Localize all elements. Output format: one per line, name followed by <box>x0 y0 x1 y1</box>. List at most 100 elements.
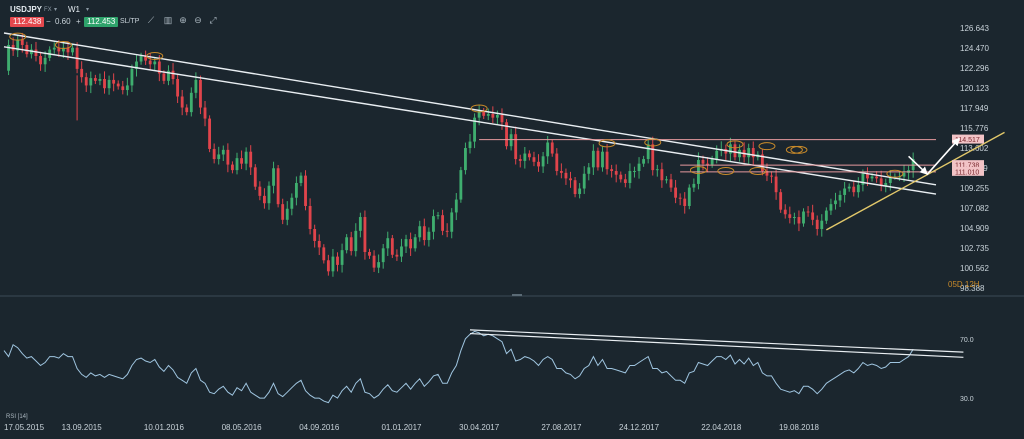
bullish-candle <box>125 85 129 91</box>
symbol-selector[interactable]: USDJPY <box>10 5 43 14</box>
bearish-candle <box>550 142 554 154</box>
bearish-candle <box>605 151 609 170</box>
bullish-candle <box>870 176 874 179</box>
bullish-candle <box>820 220 824 229</box>
bearish-candle <box>610 169 614 172</box>
bullish-candle <box>601 151 604 168</box>
bearish-candle <box>596 150 600 168</box>
bullish-candle <box>194 79 198 93</box>
bullish-candle <box>838 194 842 201</box>
bearish-candle <box>683 198 687 206</box>
bullish-candle <box>436 215 440 217</box>
bearish-candle <box>797 217 801 224</box>
bullish-candle <box>235 158 239 171</box>
sell-button[interactable]: 112.438 <box>10 17 45 27</box>
bearish-candle <box>162 73 166 81</box>
bullish-candle <box>509 134 513 147</box>
bearish-candle <box>203 107 207 119</box>
lot-decrease-button[interactable]: − <box>46 17 51 26</box>
bearish-candle <box>422 226 426 241</box>
lot-size-input[interactable]: 0.60 <box>55 17 71 26</box>
timeframe-caret-icon[interactable]: ▾ <box>86 7 90 13</box>
bearish-candle <box>733 144 737 158</box>
touch-marker <box>146 52 164 61</box>
x-tick-label: 30.04.2017 <box>459 423 500 432</box>
bullish-candle <box>902 172 906 177</box>
bearish-candle <box>445 230 449 232</box>
bearish-candle <box>185 107 189 113</box>
bearish-candle <box>852 186 856 193</box>
bullish-candle <box>290 197 294 209</box>
bullish-candle <box>450 212 454 232</box>
sltp-button[interactable]: SL/TP <box>120 18 140 25</box>
bullish-candle <box>427 231 431 241</box>
touch-marker <box>785 145 803 154</box>
touch-marker <box>598 139 616 148</box>
bullish-candle <box>464 148 467 171</box>
bullish-candle <box>802 211 805 224</box>
lot-increase-button[interactable]: + <box>76 17 81 26</box>
y-tick-label: 115.776 <box>960 124 989 133</box>
bullish-candle <box>418 226 422 238</box>
y-tick-label: 102.735 <box>960 244 989 253</box>
bullish-candle <box>911 159 915 171</box>
bullish-candle <box>267 185 271 204</box>
chart-type-icon[interactable]: ▥ <box>163 15 173 25</box>
bullish-candle <box>829 204 833 211</box>
bearish-candle <box>240 158 243 164</box>
bullish-candle <box>710 159 714 165</box>
y-tick-label: 109.255 <box>960 184 989 193</box>
fullscreen-icon[interactable]: ⤢ <box>209 15 217 25</box>
bearish-candle <box>614 171 618 175</box>
touch-marker <box>726 140 744 149</box>
y-tick-label: 120.123 <box>960 84 989 93</box>
bearish-candle <box>336 256 339 265</box>
bullish-candle <box>637 163 641 172</box>
x-tick-label: 04.09.2016 <box>299 423 340 432</box>
y-tick-label: 126.643 <box>960 24 989 33</box>
price-level-tag <box>952 134 984 144</box>
bearish-candle <box>281 204 285 220</box>
y-tick-label: 104.909 <box>960 224 989 233</box>
price-level-label: 114.517 <box>955 137 980 144</box>
zoom-in-icon[interactable]: ⊕ <box>179 15 187 25</box>
bearish-candle <box>409 239 413 249</box>
bearish-candle <box>34 49 38 57</box>
bullish-candle <box>541 156 545 167</box>
touch-marker <box>758 142 776 151</box>
bullish-candle <box>847 186 851 189</box>
bullish-candle <box>153 61 157 65</box>
instrument-type: FX <box>44 7 52 13</box>
bullish-candle <box>495 114 499 118</box>
bullish-candle <box>285 208 289 220</box>
bullish-candle <box>578 188 582 195</box>
bearish-candle <box>788 214 792 218</box>
bullish-candle <box>523 153 527 161</box>
bullish-candle <box>377 262 381 268</box>
bullish-candle <box>587 167 591 174</box>
pane-resize-handle <box>512 294 522 296</box>
bearish-candle <box>93 78 97 81</box>
bearish-candle <box>313 228 317 241</box>
buy-button[interactable]: 112.453 <box>84 17 119 27</box>
bullish-candle <box>468 141 472 149</box>
zoom-out-icon[interactable]: ⊖ <box>194 15 202 25</box>
bearish-candle <box>815 219 819 229</box>
x-tick-label: 19.08.2018 <box>779 423 820 432</box>
bullish-candle <box>692 183 696 188</box>
y-tick-label: 98.388 <box>960 284 985 293</box>
touch-marker <box>470 104 488 113</box>
bearish-candle <box>226 149 230 165</box>
touch-marker <box>54 40 72 49</box>
bearish-candle <box>751 148 755 158</box>
bullish-candle <box>454 199 458 213</box>
bearish-candle <box>619 174 623 180</box>
bearish-candle <box>258 186 262 196</box>
touch-marker <box>9 32 27 41</box>
bullish-candle <box>299 175 303 183</box>
chart-toolbar: USDJPY FX ▾ W1 ▾ 112.438 − 0.60 + 112.45… <box>0 0 1024 30</box>
symbol-caret-icon[interactable]: ▾ <box>54 7 58 13</box>
line-tool-icon[interactable]: ⟋ <box>147 15 155 25</box>
timeframe-selector[interactable]: W1 <box>68 5 80 14</box>
